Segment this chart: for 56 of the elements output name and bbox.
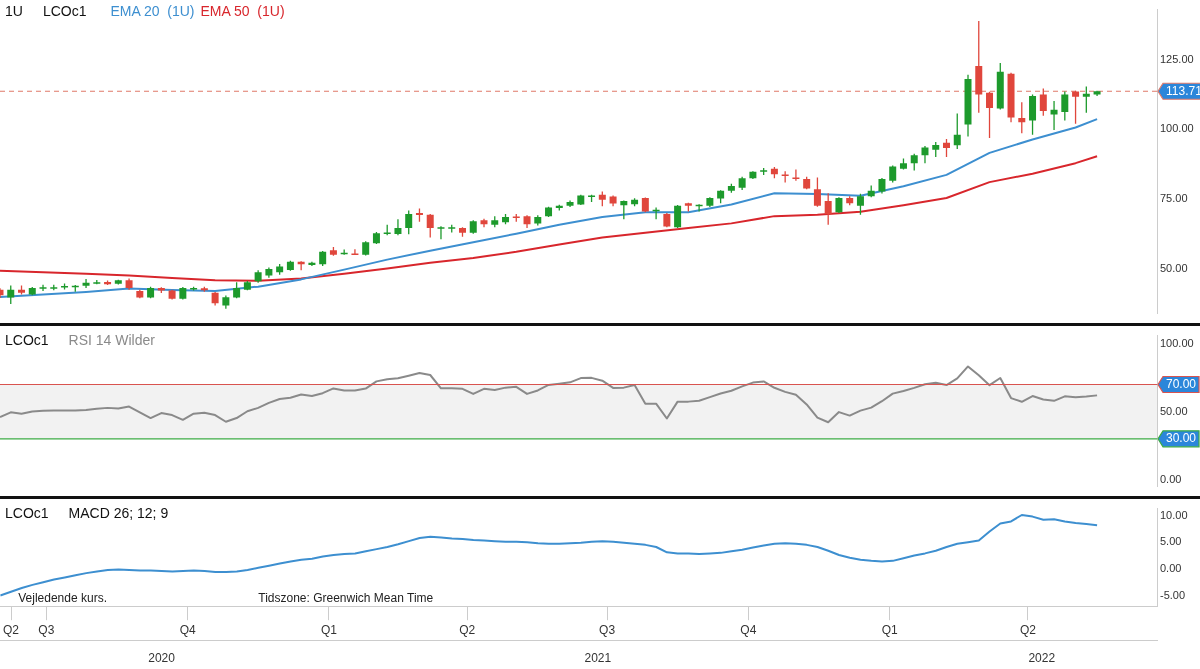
chart-subtitle: MACD 26; 12; 9 xyxy=(68,505,169,521)
chart-subtitle: RSI 14 Wilder xyxy=(68,332,155,348)
candlestick xyxy=(674,204,682,229)
y-tick-label: 50.00 xyxy=(1160,404,1188,417)
text: EMA 20 (1U) xyxy=(110,3,195,19)
y-tick-label: 125.00 xyxy=(1160,52,1194,65)
candlestick xyxy=(39,284,47,292)
y-tick-label: 75.00 xyxy=(1160,192,1188,205)
x-tick-label: Q3 xyxy=(599,622,616,637)
x-tick-label: Q1 xyxy=(881,622,899,637)
candlestick xyxy=(856,193,864,216)
chart-title: 1U xyxy=(5,3,23,19)
x-tick-label: Q2 xyxy=(459,622,476,637)
annotation: Tidszone: Greenwich Mean Time xyxy=(258,590,434,605)
annotation: Vejledende kurs. xyxy=(18,590,107,605)
x2-tick-label: 2021 xyxy=(584,651,612,666)
x-tick-label: Q3 xyxy=(38,622,55,637)
candlestick xyxy=(437,225,445,240)
x-tick-label: Q2 xyxy=(3,622,20,637)
y-tick-label: 0.00 xyxy=(1160,561,1182,574)
candlestick xyxy=(1082,85,1090,114)
y-tick-label: 50.00 xyxy=(1160,261,1188,274)
chart-title: LCOc1 xyxy=(5,332,49,348)
chart-subtitle: LCOc1 xyxy=(42,3,87,19)
y-tick-label: 0.00 xyxy=(1160,472,1182,485)
ref-line-label: 70.00 xyxy=(1166,376,1197,391)
candlestick xyxy=(1072,90,1080,125)
x2-tick-label: 2020 xyxy=(148,651,176,666)
candlestick xyxy=(405,209,413,235)
x2-tick-label: 2022 xyxy=(1028,651,1056,666)
candlestick xyxy=(986,91,994,139)
candlestick xyxy=(792,168,800,182)
x-tick-label: Q1 xyxy=(320,622,338,637)
candlestick xyxy=(943,138,950,158)
x-tick-label: Q4 xyxy=(740,622,757,637)
text: EMA 50 (1U) xyxy=(200,3,285,19)
y-tick-label: 5.00 xyxy=(1160,535,1182,548)
candlestick xyxy=(1039,87,1047,117)
candlestick xyxy=(426,213,434,239)
candlestick xyxy=(824,192,832,226)
candlestick xyxy=(394,218,402,237)
y-tick-label: 100.00 xyxy=(1160,122,1194,135)
candlestick xyxy=(953,112,961,150)
ref-line-label: 30.00 xyxy=(1166,431,1197,446)
candlestick xyxy=(1061,90,1069,122)
candlestick xyxy=(813,176,821,208)
chart-title: LCOc1 xyxy=(5,505,49,521)
candlestick xyxy=(351,248,359,256)
x-tick-label: Q2 xyxy=(1019,622,1037,637)
candlestick xyxy=(1018,101,1026,134)
y-tick-label: -5.00 xyxy=(1160,588,1186,601)
x-tick-label: Q4 xyxy=(179,622,196,637)
y-tick-label: 100.00 xyxy=(1160,336,1194,349)
candlestick xyxy=(7,284,15,305)
candlestick xyxy=(82,278,90,289)
y-tick-label: 10.00 xyxy=(1160,508,1188,521)
